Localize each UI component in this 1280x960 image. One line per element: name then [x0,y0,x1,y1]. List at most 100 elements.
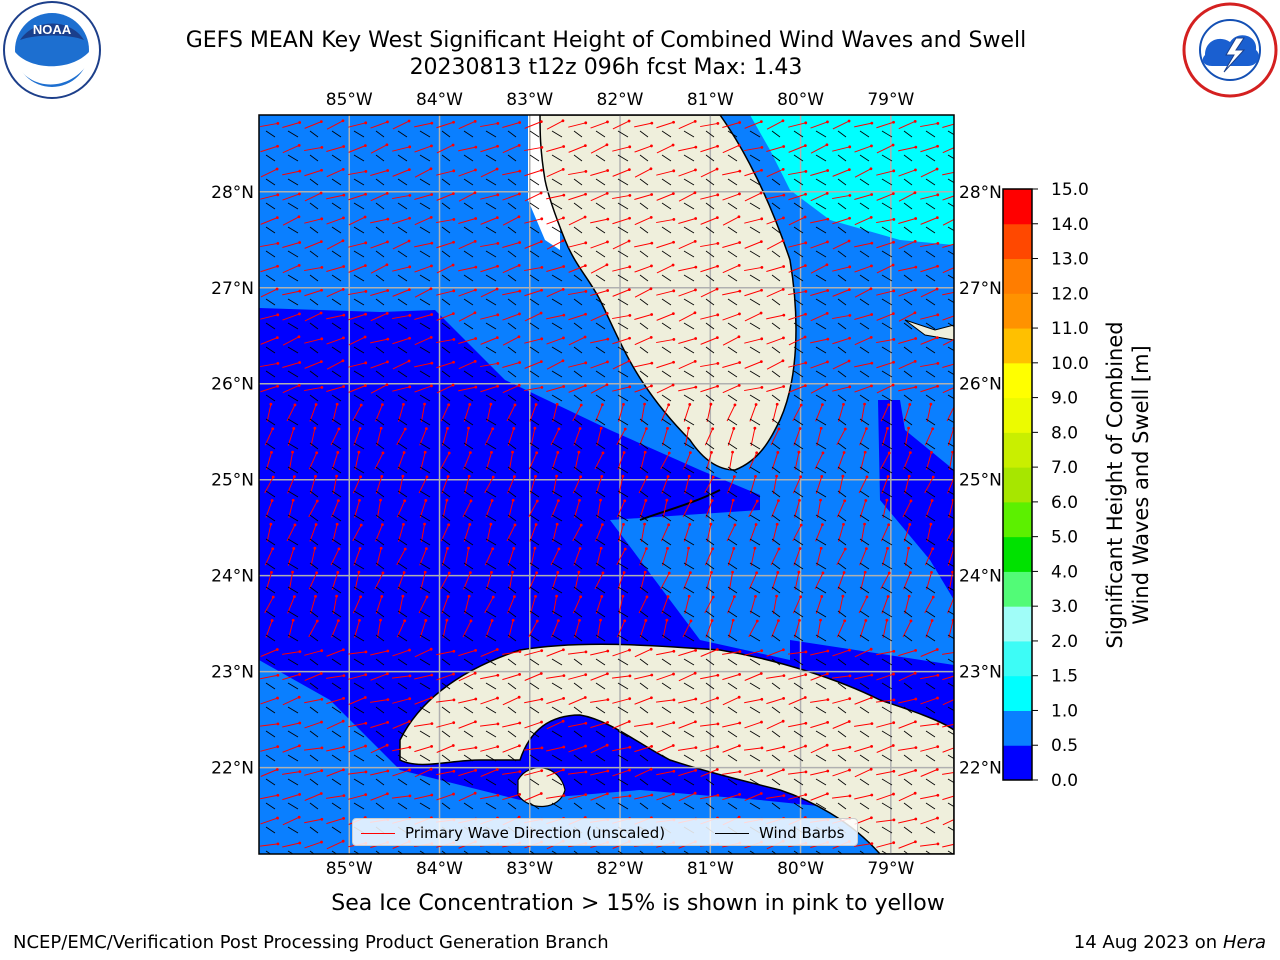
wind-barb [353,490,365,498]
wave-arrow [326,194,344,200]
wave-arrow [898,146,916,152]
wave-arrow-head [622,402,625,406]
wave-arrow [854,843,872,847]
wave-arrow [392,240,410,250]
wind-barb [529,178,540,186]
wave-arrow [788,674,806,680]
wave-arrow [348,265,366,273]
wave-arrow-head [452,649,456,653]
wave-arrow [612,698,630,704]
wave-arrow [326,675,344,679]
wave-arrow-head [755,451,759,455]
wind-barb [749,730,761,738]
wave-arrow-head [688,571,692,575]
wave-arrow [700,265,718,273]
wave-arrow [551,572,559,590]
wind-barb [947,202,954,208]
wave-arrow-head [782,674,786,677]
wind-barb [551,562,563,570]
wave-arrow [788,651,806,655]
wave-arrow [678,338,696,344]
wind-barb [661,658,672,666]
wave-arrow-head [650,121,654,125]
wave-arrow [876,218,894,224]
wave-arrow-head [825,743,829,747]
wind-barb [727,130,738,138]
wave-arrow-head [319,360,323,364]
wave-arrow [572,596,582,614]
wave-arrow [920,385,938,393]
wind-barb [551,754,563,762]
wind-barb [947,370,954,376]
wave-arrow-head [561,287,565,291]
wind-barb [683,370,695,378]
wave-arrow [766,649,784,657]
wind-barb [595,754,606,762]
wind-barb [287,298,299,306]
wave-arrow [661,476,669,494]
wave-arrow [414,794,432,800]
wind-barb [793,250,804,258]
wave-arrow-head [584,673,588,677]
wave-arrow [816,620,822,638]
wave-arrow [854,145,872,153]
wave-arrow [594,452,604,470]
wave-arrow [722,673,740,681]
wave-arrow-head [667,451,671,455]
wind-barb [727,226,738,234]
wind-barb [881,250,893,258]
wave-arrow [770,428,780,446]
wind-barb [375,490,385,498]
wind-barb [485,178,497,186]
wave-arrow [502,651,520,655]
wave-arrow-head [755,499,759,503]
wave-arrow-head [315,571,319,575]
wave-arrow [508,500,514,518]
wave-arrow-head [914,145,918,149]
wave-arrow [744,312,762,322]
wave-arrow [304,289,322,297]
wave-arrow-head [512,475,516,479]
wave-arrow-head [408,768,411,772]
wind-barb [837,778,847,786]
wave-arrow-head [869,647,873,651]
wave-arrow-head [451,312,455,316]
wave-arrow-head [297,383,301,387]
wind-barb [507,586,517,594]
wave-arrow-head [694,265,698,269]
wind-barb [485,466,497,474]
wind-barb [749,634,761,642]
wave-arrow [810,793,828,801]
wave-arrow-head [490,499,494,502]
wave-arrow [440,452,450,470]
wave-arrow [612,721,630,729]
wave-arrow-head [759,792,763,795]
wind-barb [683,298,695,306]
wind-barb [925,178,936,186]
wind-barb [551,202,563,210]
wind-barb [265,778,276,786]
wave-arrow-head [495,287,499,291]
wave-direction-arrows [260,119,954,854]
wind-barb [463,586,474,594]
wind-barb [771,226,781,234]
wave-arrow-head [540,386,544,389]
wind-barb [859,322,870,330]
wind-barb [661,418,672,426]
wave-arrow-head [298,289,302,293]
wave-arrow [832,169,850,177]
wind-barb [507,802,517,810]
wave-arrow-head [452,360,455,364]
wind-barb [903,754,913,762]
wave-arrow [660,572,670,590]
wind-barb [529,298,540,306]
map-subtitle: 20230813 t12z 096h fcst Max: 1.43 [409,55,803,80]
wave-arrow [375,596,383,614]
wave-arrow-head [887,403,891,407]
wave-arrow [546,675,564,679]
wave-arrow [926,452,932,470]
wind-barb [441,394,451,402]
wave-arrow [282,842,300,848]
wind-barb [727,370,738,378]
wave-arrow-head [650,673,654,677]
